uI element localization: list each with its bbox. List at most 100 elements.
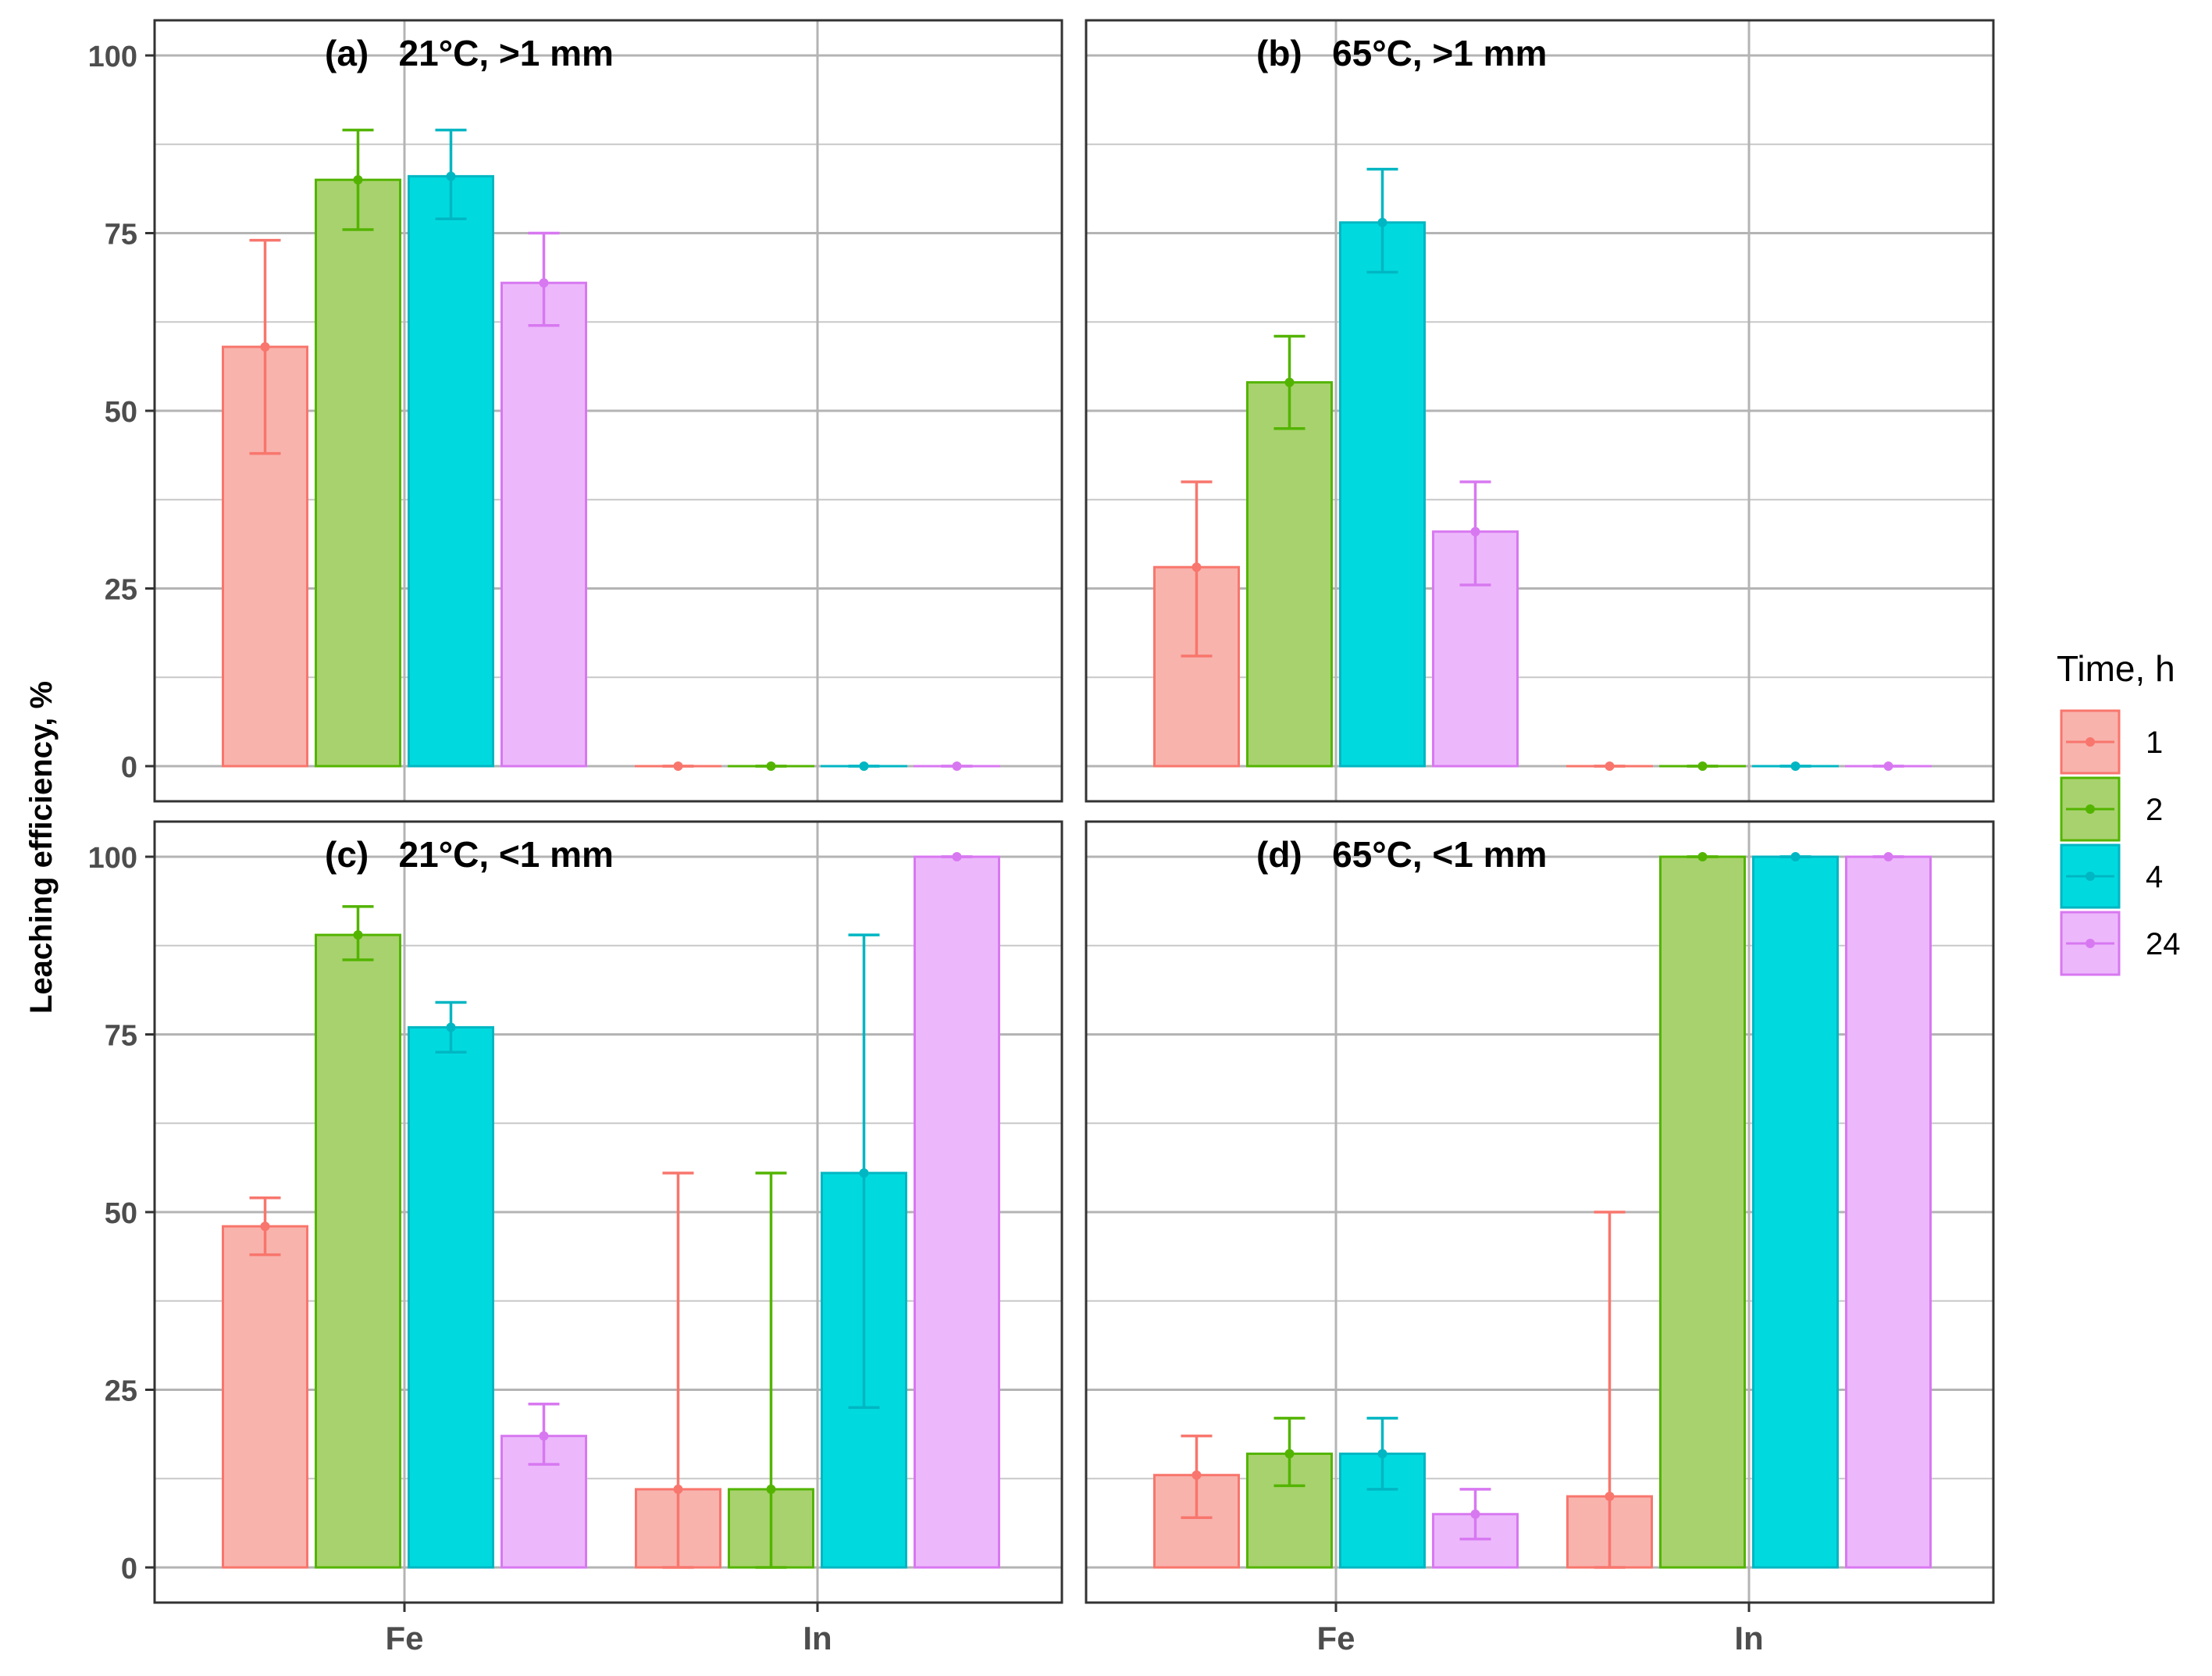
mean-point: [353, 175, 363, 185]
x-tick-label: Fe: [385, 1620, 423, 1656]
legend-key-point: [2086, 737, 2095, 747]
mean-point: [952, 761, 962, 771]
bar: [1752, 855, 1839, 1569]
bar: [1246, 381, 1333, 768]
mean-point: [766, 761, 776, 771]
y-tick-label: 75: [105, 1020, 137, 1053]
mean-point: [1605, 1492, 1615, 1501]
legend-item: 2: [2060, 776, 2163, 842]
legend-item: 4: [2060, 843, 2163, 909]
panel-a: (a) 21°C, >1 mm: [153, 19, 1063, 803]
mean-point: [1191, 1470, 1202, 1480]
mean-point: [1883, 852, 1893, 861]
mean-point: [1377, 1449, 1387, 1459]
error-bar: [662, 1171, 694, 1569]
error-bar: [1181, 480, 1213, 658]
panel-border: [1085, 19, 1995, 803]
x-tick-label: In: [803, 1620, 832, 1656]
mean-point: [1883, 761, 1893, 771]
mean-point: [1697, 761, 1708, 771]
y-axis: 0 25 50 75 100: [88, 842, 155, 1585]
mean-point: [1790, 761, 1801, 771]
legend-key-point: [2086, 804, 2095, 814]
error-bar: [1594, 761, 1626, 771]
x-tick-label: Fe: [1316, 1620, 1355, 1656]
mean-point: [539, 1431, 549, 1441]
mean-point: [1605, 761, 1615, 771]
mean-point: [1284, 1449, 1295, 1459]
panel-b: (b) 65°C, >1 mm: [1085, 19, 1995, 803]
mean-point: [859, 1168, 869, 1178]
error-bar: [342, 904, 374, 961]
error-bar: [941, 761, 973, 771]
y-axes: 0 25 50 75 100 0 25 50 75 100: [88, 41, 155, 1585]
bar: [222, 1225, 308, 1569]
y-tick-label: 25: [105, 574, 137, 607]
legend-label: 1: [2146, 726, 2163, 760]
error-bar: [435, 128, 467, 221]
bar: [408, 1025, 494, 1569]
panel-c: (c) 21°C, <1 mm: [153, 820, 1063, 1604]
error-bar: [249, 238, 281, 455]
bar: [1339, 221, 1426, 768]
error-bar: [1779, 852, 1811, 861]
bar: [315, 933, 401, 1569]
error-bar: [1459, 480, 1491, 587]
error-bar: [1594, 1211, 1626, 1569]
error-bar: [249, 1196, 281, 1257]
error-bar: [1872, 852, 1904, 861]
y-axis-label: Leaching efficiency, %: [24, 681, 59, 1014]
error-bar: [1366, 167, 1398, 274]
y-tick-label: 100: [88, 41, 137, 73]
mean-point: [446, 171, 456, 181]
bar: [1845, 855, 1932, 1569]
y-tick-label: 75: [105, 219, 137, 251]
panel-title: (a) 21°C, >1 mm: [325, 33, 614, 73]
mean-point: [1470, 1509, 1480, 1519]
y-tick-label: 50: [105, 1197, 137, 1230]
error-bar: [941, 852, 973, 861]
mean-point: [353, 930, 363, 940]
y-tick-label: 0: [121, 1553, 137, 1585]
y-tick-label: 50: [105, 396, 137, 429]
error-bar: [435, 1000, 467, 1054]
error-bar: [1779, 761, 1811, 771]
x-axes: Fe In Fe In: [385, 1603, 1764, 1656]
error-bar: [1872, 761, 1904, 771]
panel-border: [1085, 820, 1995, 1604]
error-bar: [342, 128, 374, 231]
error-bar: [1459, 1488, 1491, 1541]
legend-title: Time, h: [2057, 648, 2175, 689]
y-tick-label: 25: [105, 1375, 137, 1408]
mean-point: [673, 761, 683, 771]
bar: [1659, 855, 1746, 1569]
mean-point: [260, 342, 270, 352]
error-bar: [848, 933, 880, 1409]
error-bar: [1273, 1417, 1305, 1488]
mean-point: [446, 1022, 456, 1032]
mean-point: [673, 1484, 683, 1494]
error-bar: [1687, 852, 1719, 861]
panel-title: (d) 65°C, <1 mm: [1256, 834, 1547, 875]
mean-point: [1470, 526, 1480, 537]
legend-label: 4: [2146, 860, 2163, 894]
error-bar: [848, 761, 880, 771]
error-bar: [662, 761, 694, 771]
bar: [500, 281, 587, 768]
panel-title: (c) 21°C, <1 mm: [325, 834, 614, 875]
x-axis: Fe In: [385, 1603, 832, 1656]
panel-d: (d) 65°C, <1 mm: [1085, 820, 1995, 1604]
bar: [315, 178, 401, 768]
legend-item: 24: [2060, 911, 2181, 976]
mean-point: [859, 761, 869, 771]
y-tick-label: 0: [121, 751, 137, 784]
mean-point: [1377, 217, 1387, 227]
legend-key-point: [2086, 872, 2095, 881]
error-bar: [1366, 1417, 1398, 1491]
y-tick-label: 100: [88, 842, 137, 875]
legend-label: 2: [2146, 793, 2163, 827]
error-bar: [1687, 761, 1719, 771]
mean-point: [1284, 377, 1295, 387]
